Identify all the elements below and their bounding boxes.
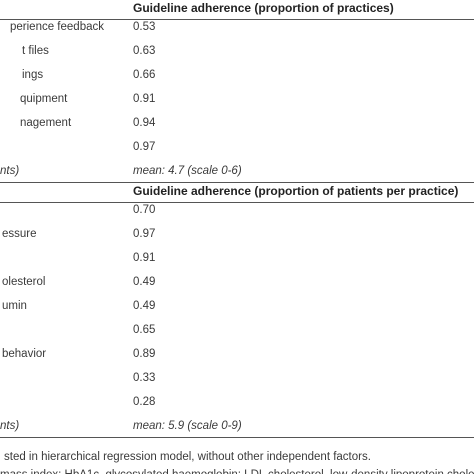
footnote: sted in hierarchical regression model, w… [4,451,371,463]
column-header: Guideline adherence (proportion of patie… [133,184,459,198]
row-value: 0.97 [133,228,156,240]
row-label: nagement [20,117,72,129]
column-header: Guideline adherence (proportion of pract… [133,1,394,15]
row-value: 0.89 [133,348,156,360]
summary-value: mean: 5.9 (scale 0-9) [133,420,242,432]
row-value: 0.97 [133,141,156,153]
row-value: 0.66 [133,69,156,81]
row-value: 0.91 [133,252,156,264]
row-value: 0.91 [133,93,156,105]
row-value: 0.33 [133,372,156,384]
summary-label: nts) [0,420,20,432]
row-value: 0.65 [133,324,156,336]
row-label: t files [22,45,49,57]
row-value: 0.94 [133,117,156,129]
row-label: perience feedback [10,21,104,33]
rule [0,19,474,20]
row-label: olesterol [2,276,46,288]
summary-value: mean: 4.7 (scale 0-6) [133,165,242,177]
row-label: umin [2,300,27,312]
row-label: ings [22,69,44,81]
rule [0,202,474,203]
row-value: 0.49 [133,300,156,312]
rule [0,182,474,183]
rule [0,437,474,438]
row-value: 0.28 [133,396,156,408]
row-value: 0.49 [133,276,156,288]
summary-label: nts) [0,165,20,177]
row-value: 0.63 [133,45,156,57]
row-label: behavior [2,348,47,360]
row-label: essure [2,228,37,240]
row-label: quipment [20,93,68,105]
row-value: 0.53 [133,21,156,33]
row-value: 0.70 [133,204,156,216]
footnote: mass index; HbA1c, glycosylated haemoglo… [0,468,474,474]
